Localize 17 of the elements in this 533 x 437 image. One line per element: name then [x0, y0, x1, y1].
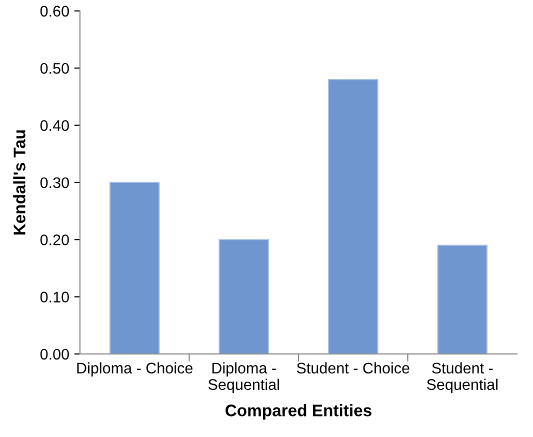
y-tick-label: 0.60: [40, 6, 69, 17]
y-tick-label: 0.00: [40, 348, 69, 360]
x-axis-title: Compared Entities: [226, 404, 372, 420]
x-tick-label: Student - Sequential: [426, 362, 498, 393]
y-tick-label: 0.40: [40, 120, 69, 131]
y-tick-label: 0.10: [40, 292, 69, 302]
bar: [328, 78, 378, 354]
bar: [109, 182, 160, 354]
x-tick-label: Student - Choice: [296, 362, 410, 374]
y-tick-label: 0.50: [40, 62, 69, 74]
y-tick-label: 0.30: [40, 177, 69, 188]
x-tick-label: Diploma - Sequential: [208, 362, 279, 393]
bar: [218, 239, 269, 354]
x-tick-label: Diploma - Choice: [77, 362, 192, 377]
y-axis-title: Kendall's Tau: [13, 130, 26, 235]
y-tick-label: 0.20: [40, 234, 69, 246]
bar: [437, 244, 488, 354]
